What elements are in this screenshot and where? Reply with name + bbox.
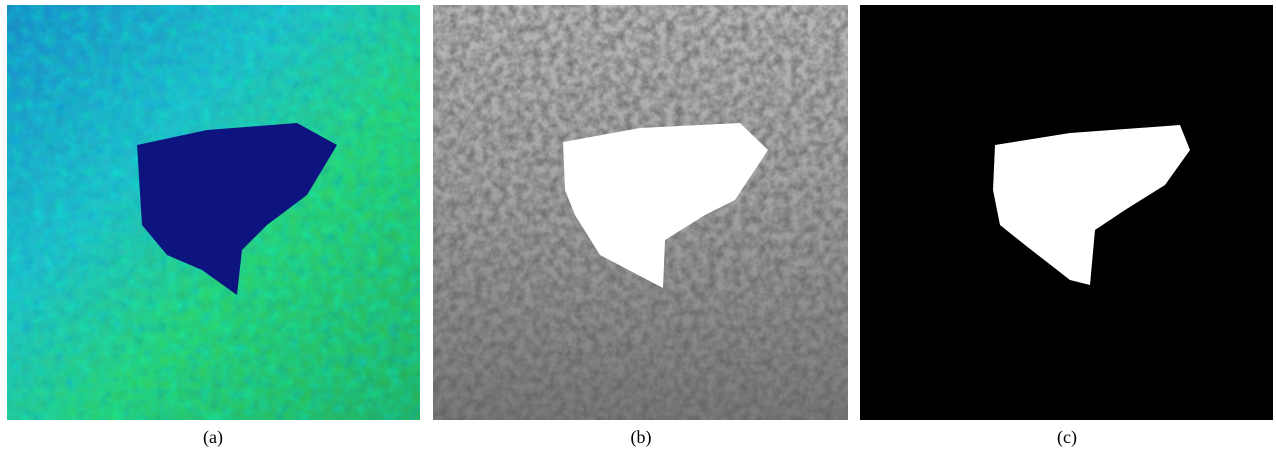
figure: (a) (b) (c): [0, 0, 1276, 456]
panel-a: (a): [7, 5, 420, 448]
panel-b: (b): [433, 5, 848, 448]
caption: (a): [203, 427, 223, 448]
caption: (b): [631, 427, 652, 448]
caption: (c): [1057, 427, 1077, 448]
panel-c: (c): [860, 5, 1273, 448]
page: (a) (b) (c) (() => { const data = JSON.p…: [0, 0, 1276, 456]
